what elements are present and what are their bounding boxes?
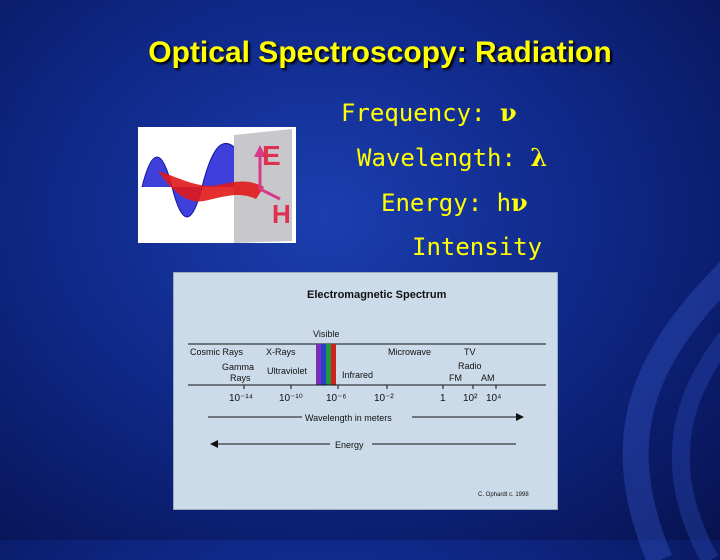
- region-rays: Rays: [230, 373, 251, 383]
- region-radio: Radio: [458, 361, 482, 371]
- tick-label: 10²: [463, 393, 478, 404]
- region-x-rays: X-Rays: [266, 347, 296, 357]
- property-wavelength: Wavelength: λ: [357, 143, 547, 172]
- electric-wave: [142, 143, 234, 217]
- tick-marks: [243, 385, 497, 389]
- tick-label: 10⁻¹⁰: [279, 393, 303, 404]
- region-fm: FM: [449, 373, 462, 383]
- property-energy: Energy: hν: [381, 188, 528, 217]
- em-wave-image: E H: [138, 127, 296, 243]
- wave-plane: [234, 129, 292, 243]
- region-infrared: Infrared: [342, 370, 373, 380]
- property-intensity: Intensity: [412, 233, 542, 261]
- region-cosmic-rays: Cosmic Rays: [190, 347, 244, 357]
- tick-label: 10⁴: [486, 393, 501, 404]
- background-swoosh: [622, 261, 720, 560]
- region-am: AM: [481, 373, 495, 383]
- credit-text: C. Ophardt c. 1998: [478, 492, 529, 498]
- tick-label: 10⁻²: [374, 393, 394, 404]
- property-label: Wavelength:: [357, 144, 516, 172]
- lambda-symbol: λ: [530, 143, 548, 172]
- region-ultraviolet: Ultraviolet: [267, 366, 308, 376]
- property-label: Energy: h: [381, 189, 512, 217]
- e-label: E: [262, 140, 281, 171]
- wavelength-label: Wavelength in meters: [305, 413, 392, 423]
- red-band: [331, 344, 336, 385]
- h-arrow: [259, 187, 281, 201]
- spectrum-title: Electromagnetic Spectrum: [307, 289, 447, 301]
- region-microwave: Microwave: [388, 347, 431, 357]
- magnetic-wave: [158, 171, 264, 202]
- spectrum-diagram: Electromagnetic Spectrum Visible Cosmic …: [173, 272, 558, 510]
- property-label: Frequency:: [341, 99, 486, 127]
- nu-symbol: ν: [499, 98, 517, 127]
- region-gamma: Gamma: [222, 362, 254, 372]
- tick-label: 1: [440, 393, 446, 404]
- region-tv: TV: [464, 347, 476, 357]
- energy-label: Energy: [335, 440, 364, 450]
- blue-band: [321, 344, 326, 385]
- property-frequency: Frequency: ν: [341, 98, 517, 127]
- green-band: [326, 344, 331, 385]
- h-label: H: [272, 199, 291, 229]
- tick-label: 10⁻⁶: [326, 393, 347, 404]
- slide-title: Optical Spectroscopy: Radiation: [148, 36, 612, 69]
- property-label: Intensity: [412, 233, 543, 261]
- violet-band: [316, 344, 321, 385]
- tick-label: 10⁻¹⁴: [229, 393, 253, 404]
- visible-label: Visible: [313, 329, 339, 339]
- nu-symbol: ν: [511, 188, 528, 217]
